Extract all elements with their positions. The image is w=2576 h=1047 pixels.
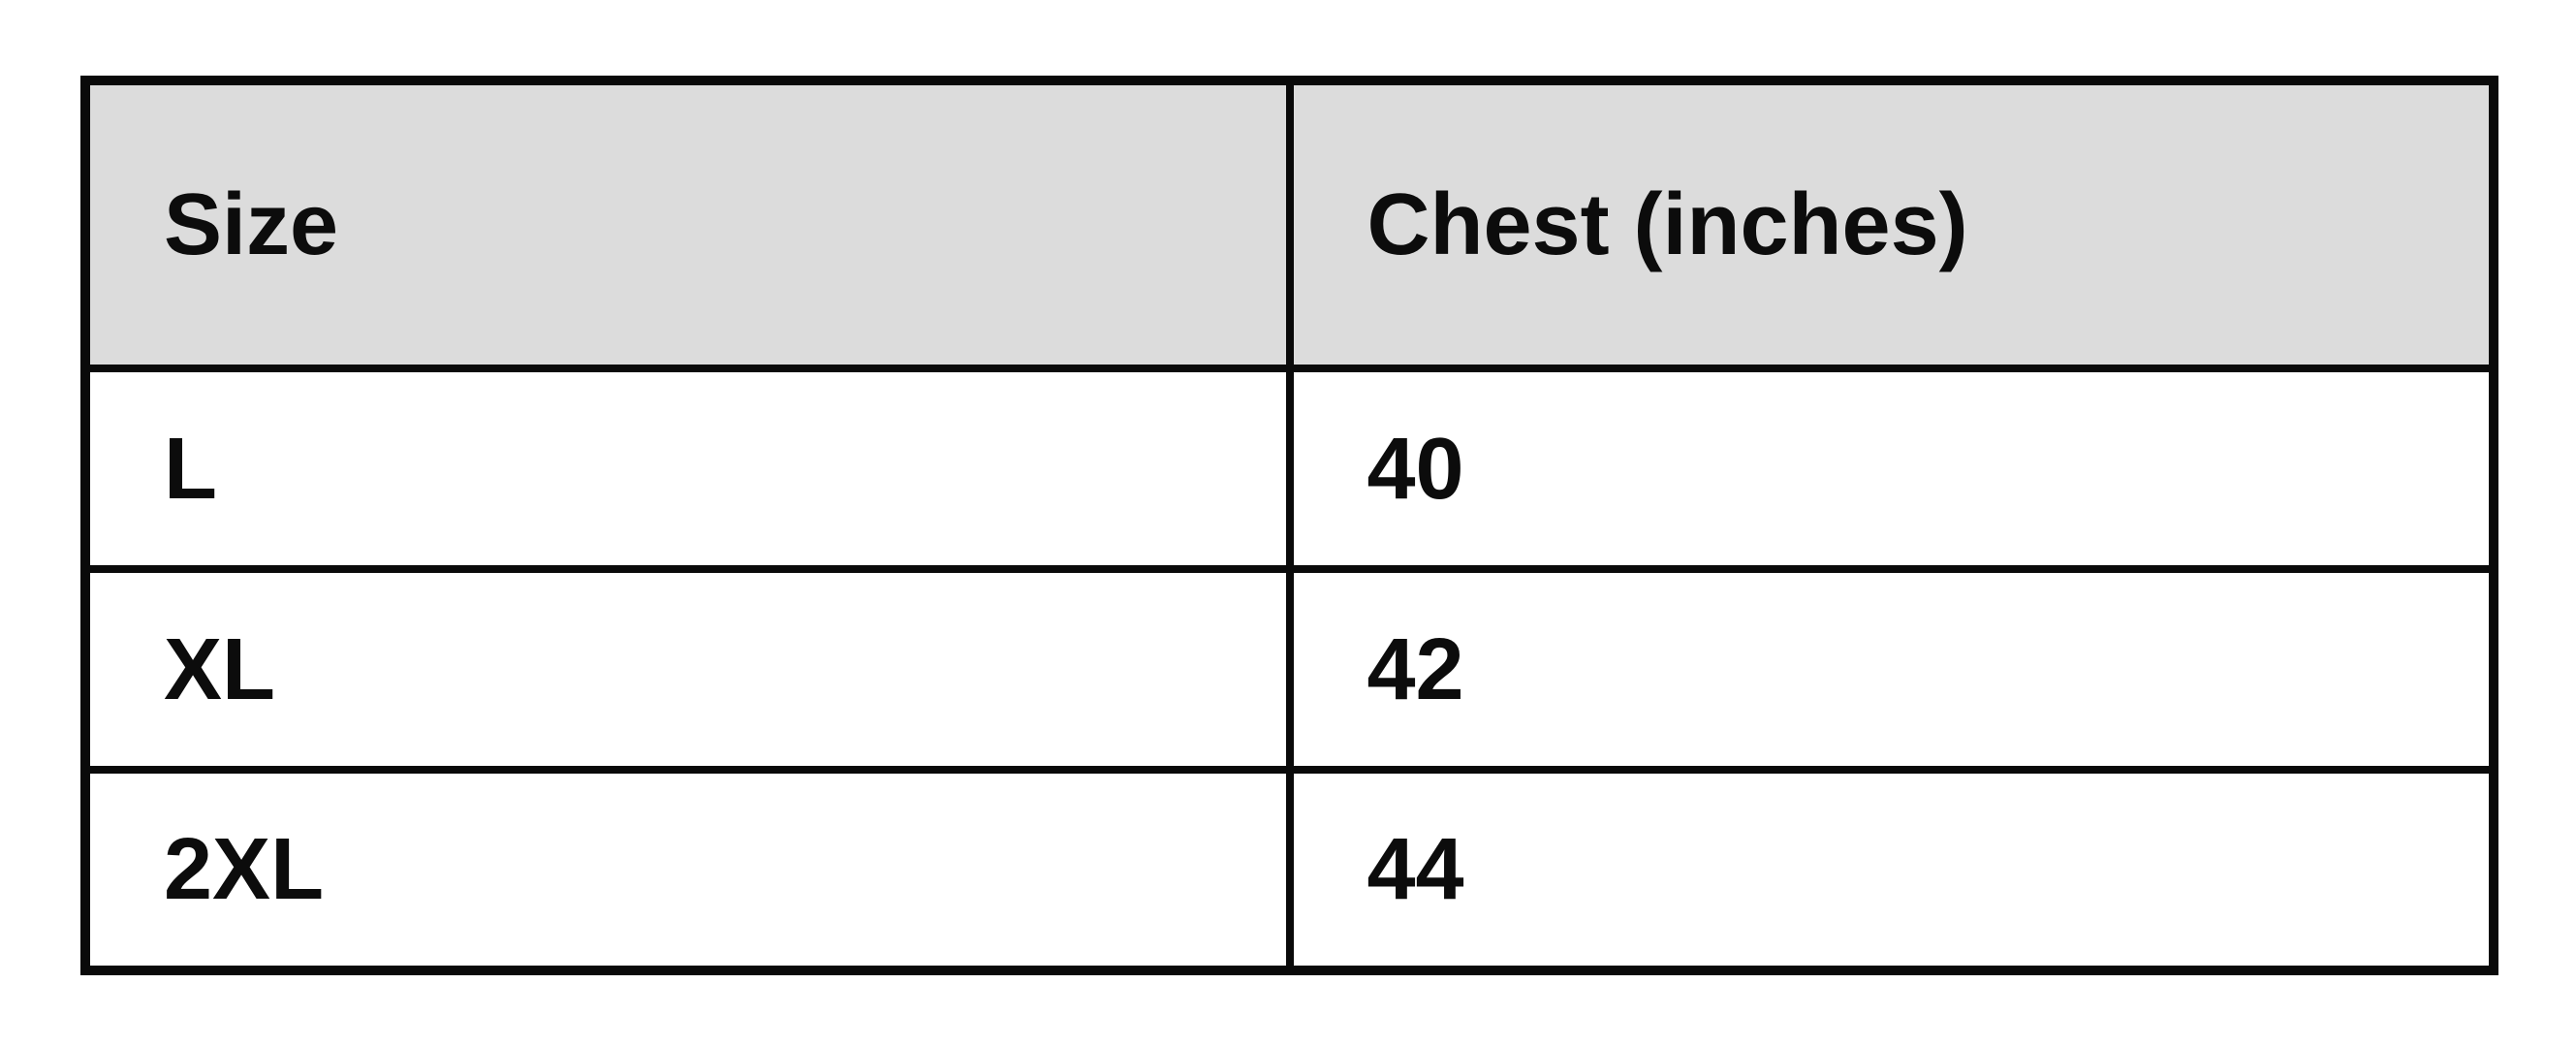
size-cell: XL [81, 565, 1294, 774]
header-row: Size Chest (inches) [81, 77, 2497, 372]
chest-cell: 42 [1285, 565, 2497, 774]
size-cell: L [81, 365, 1294, 573]
table-row: L 40 [81, 365, 2497, 573]
size-chart-table: Size Chest (inches) L 40 XL 42 2XL 44 [80, 76, 2498, 975]
table-row: XL 42 [81, 565, 2497, 774]
chest-column-header: Chest (inches) [1285, 77, 2497, 372]
chest-cell: 40 [1285, 365, 2497, 573]
size-cell: 2XL [81, 766, 1294, 974]
chest-cell: 44 [1285, 766, 2497, 974]
table-row: 2XL 44 [81, 766, 2497, 974]
size-column-header: Size [81, 77, 1294, 372]
